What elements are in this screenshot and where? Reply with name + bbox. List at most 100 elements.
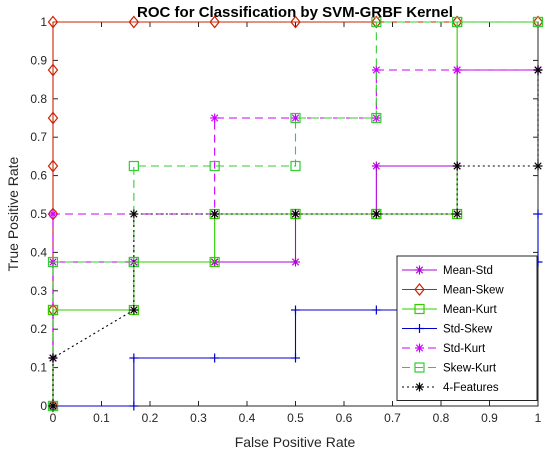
- data-point: [291, 305, 300, 315]
- data-point: [371, 112, 382, 124]
- marker-asterisk-d2: [534, 162, 542, 170]
- marker-square: [47, 256, 59, 268]
- legend-entry: Std-Skew: [402, 324, 493, 336]
- legend-label: Std-Kurt: [443, 343, 486, 355]
- marker-diamond: [414, 283, 425, 296]
- marker-square: [128, 160, 139, 172]
- marker-asterisk-d2: [415, 344, 424, 352]
- y-tick-label: 1: [40, 15, 47, 29]
- legend-marker: [415, 265, 424, 275]
- marker-asterisk-d2: [291, 210, 300, 218]
- legend-entry: 4-Features: [402, 382, 499, 394]
- legend: Mean-Std Mean-Skew Mean-Kurt Std-Skew Std-Ku…: [396, 255, 538, 401]
- x-tick-label: 0.2: [142, 411, 159, 425]
- legend-entry: Skew-Kurt: [402, 362, 497, 375]
- marker-diamond: [47, 159, 59, 173]
- marker-asterisk-d2: [130, 306, 138, 314]
- data-point: [47, 111, 59, 125]
- marker-asterisk-d2: [372, 162, 381, 170]
- marker-asterisk-d2: [453, 210, 461, 218]
- x-tick-label: 0.9: [481, 411, 498, 425]
- data-point: [533, 161, 543, 171]
- data-point: [533, 65, 543, 75]
- data-point: [533, 209, 543, 219]
- marker-diamond: [47, 63, 59, 77]
- data-point: [290, 112, 301, 124]
- x-tick-label: 0.4: [239, 411, 256, 425]
- data-point: [48, 353, 58, 363]
- marker-diamond: [532, 15, 544, 29]
- marker-asterisk-d2: [415, 383, 424, 391]
- marker-asterisk-d2: [453, 162, 461, 170]
- marker-asterisk-d2: [130, 210, 138, 218]
- data-point: [210, 353, 220, 363]
- x-tick-label: 1: [535, 411, 542, 425]
- y-tick-label: 0.1: [30, 361, 47, 375]
- marker-asterisk-d2: [372, 210, 381, 218]
- legend-label: Std-Skew: [443, 324, 493, 336]
- marker-square: [371, 112, 382, 124]
- legend-marker: [415, 324, 424, 333]
- data-point: [210, 209, 220, 219]
- marker-asterisk-d2: [453, 66, 461, 74]
- data-point: [532, 16, 544, 28]
- marker-diamond: [47, 399, 59, 413]
- legend-marker: [414, 283, 425, 296]
- data-point: [371, 16, 382, 28]
- y-axis-label: True Positive Rate: [5, 156, 21, 271]
- data-point: [452, 65, 462, 75]
- data-point: [47, 63, 59, 77]
- legend-marker: [415, 382, 424, 392]
- legend-label: Mean-Skew: [443, 285, 504, 297]
- y-tick-label: 0.5: [30, 207, 47, 221]
- data-point: [129, 305, 139, 315]
- marker-asterisk-d2: [415, 266, 424, 274]
- data-point: [371, 15, 382, 29]
- x-tick-label: 0.8: [433, 411, 450, 425]
- y-tick-label: 0.9: [30, 53, 47, 67]
- data-point: [209, 160, 220, 172]
- y-tick-label: 0.4: [30, 245, 47, 259]
- x-tick-label: 0.3: [190, 411, 207, 425]
- x-tick-label: 0: [50, 411, 57, 425]
- marker-square: [452, 16, 463, 28]
- marker-asterisk-d2: [49, 210, 57, 218]
- data-point: [47, 399, 59, 413]
- marker-diamond: [371, 15, 382, 29]
- marker-square: [290, 160, 301, 172]
- legend-label: Skew-Kurt: [443, 363, 497, 375]
- marker-asterisk-d2: [49, 402, 57, 410]
- marker-asterisk-d2: [210, 114, 219, 122]
- marker-diamond: [209, 15, 220, 29]
- legend-label: Mean-Std: [443, 265, 493, 277]
- marker-square: [209, 256, 220, 268]
- y-tick-label: 0: [40, 399, 47, 413]
- data-point: [209, 256, 220, 268]
- data-point: [371, 209, 381, 219]
- marker-diamond: [47, 207, 59, 221]
- data-point: [209, 15, 220, 29]
- data-point: [452, 161, 462, 171]
- x-tick-label: 0.5: [287, 411, 304, 425]
- legend-marker: [415, 343, 424, 353]
- data-point: [47, 207, 59, 221]
- legend-marker: [414, 303, 425, 315]
- marker-square: [290, 112, 301, 124]
- marker-asterisk-d2: [372, 66, 381, 74]
- series-line: [52, 70, 539, 406]
- marker-square: [414, 303, 425, 315]
- x-tick-label: 0.7: [384, 411, 401, 425]
- data-point: [48, 401, 58, 411]
- marker-asterisk-d2: [49, 354, 57, 362]
- legend-label: 4-Features: [443, 382, 499, 394]
- x-tick-label: 0.6: [336, 411, 353, 425]
- data-point: [291, 257, 300, 267]
- data-point: [47, 15, 59, 29]
- data-point: [47, 256, 59, 268]
- data-point: [291, 353, 300, 363]
- legend-entry: Std-Kurt: [402, 343, 486, 355]
- data-point: [128, 160, 139, 172]
- data-point: [290, 160, 301, 172]
- data-point: [129, 401, 139, 411]
- marker-asterisk-d2: [210, 210, 219, 218]
